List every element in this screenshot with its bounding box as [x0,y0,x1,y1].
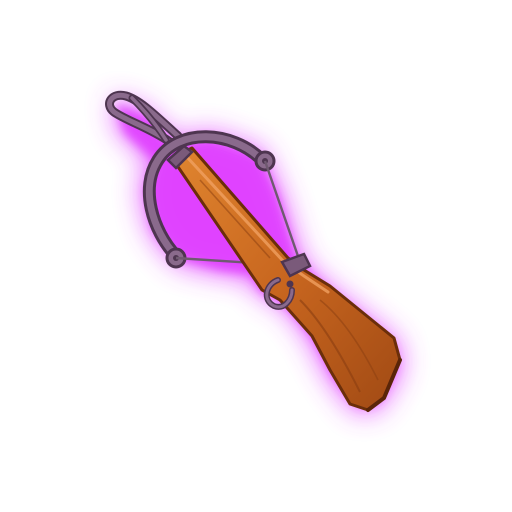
wooden-stock [170,146,402,412]
metal-fittings [166,144,312,310]
stirrup [105,90,183,147]
